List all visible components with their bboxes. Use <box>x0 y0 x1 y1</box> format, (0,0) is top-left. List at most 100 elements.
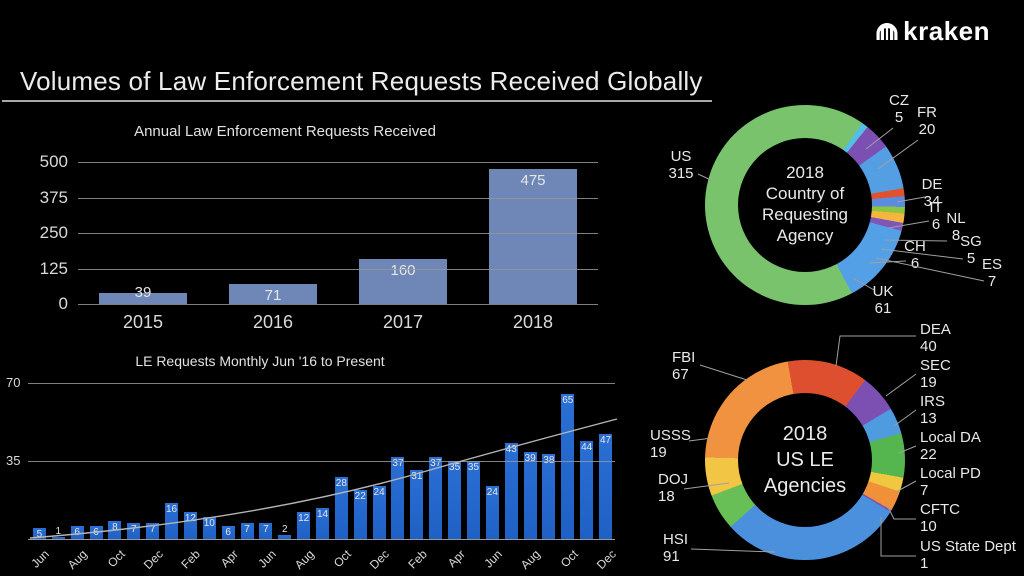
bar-value-label: 5 <box>36 528 43 540</box>
bar-value-label: 22 <box>354 490 366 502</box>
donut-label-usss: USSS 19 <box>650 427 691 461</box>
bar-value-label: 37 <box>430 457 442 469</box>
donut-label-cz: CZ 5 <box>889 92 909 126</box>
monthly-bar <box>70 525 84 539</box>
bar-value-label: 1 <box>55 525 62 537</box>
bar-value-label: 39 <box>134 283 152 301</box>
monthly-bar <box>32 527 46 539</box>
kraken-logo: kraken <box>875 16 990 47</box>
donut-label-it: IT 6 <box>929 199 943 233</box>
monthly-bar <box>561 394 575 539</box>
country-donut-center-label: 2018 Country of Requesting Agency <box>761 163 848 245</box>
bar-value-label: 7 <box>131 524 137 536</box>
bar-value-label: 37 <box>392 457 404 469</box>
donut-label-nl: NL 8 <box>946 210 966 244</box>
donut-label-doj: DOJ 18 <box>658 471 688 505</box>
y-axis-label: 70 <box>6 375 21 390</box>
bar-value-label: 65 <box>562 395 574 407</box>
bar-value-label: 24 <box>373 486 385 498</box>
monthly-bar <box>240 523 254 539</box>
bar-value-label: 10 <box>203 517 215 529</box>
monthly-chart-title: LE Requests Monthly Jun '16 to Present <box>135 353 385 369</box>
donut-label-uk: UK 61 <box>872 283 894 317</box>
bar-value-label: 12 <box>184 513 196 525</box>
donut-label-fbi: FBI 67 <box>672 349 696 383</box>
bar-value-label: 475 <box>520 172 546 190</box>
donut-label-local-da: Local DA 22 <box>920 429 981 463</box>
axis-baseline <box>28 539 615 540</box>
country-donut-hole <box>738 138 872 272</box>
annual-bar <box>489 169 577 304</box>
monthly-bar-chart: 5 1 6 6 8 7 7 16 12 10 6 7 7 2 12 14 28 22 24 37 31 37 35 35 24 4… <box>0 340 660 576</box>
y-axis-label: 35 <box>6 453 21 468</box>
x-axis-label: 2015 <box>122 312 164 332</box>
bar-value-label: 160 <box>390 261 416 279</box>
gridline <box>78 268 598 270</box>
bar-value-label: 14 <box>316 508 329 520</box>
monthly-bar <box>316 507 329 539</box>
bar-value-label: 71 <box>264 286 282 304</box>
donut-label-sec: SEC 19 <box>920 357 951 391</box>
donut-label-us-state-dept: US State Dept 1 <box>920 538 1016 572</box>
bar-value-label: 39 <box>524 453 536 465</box>
bar-value-label: 35 <box>449 462 461 473</box>
monthly-bar <box>410 469 424 539</box>
gridline <box>78 197 598 199</box>
gridline <box>78 162 598 163</box>
x-axis-label: 2018 <box>512 312 554 332</box>
monthly-bar <box>485 485 499 539</box>
donut-label-sg: SG 5 <box>960 233 982 267</box>
donut-label-ch: CH 6 <box>904 238 926 272</box>
donut-label-fr: FR 20 <box>917 104 937 138</box>
donut-label-cftc: CFTC 10 <box>920 501 960 535</box>
bar-value-label: 7 <box>244 524 250 536</box>
agencies-donut-chart <box>705 360 905 560</box>
bar-value-label: 12 <box>298 513 310 525</box>
donut-label-irs: IRS 13 <box>920 393 946 427</box>
bar-value-label: 35 <box>467 462 480 473</box>
monthly-bar <box>599 434 613 539</box>
monthly-bar <box>297 512 311 539</box>
bar-value-label: 28 <box>335 477 347 489</box>
annual-bar <box>99 292 187 304</box>
y-axis-label: 0 <box>58 294 68 313</box>
y-axis-label: 500 <box>39 152 68 171</box>
agencies-donut-center-label: 2018 US LE Agencies <box>763 423 847 497</box>
monthly-bar <box>580 440 594 539</box>
y-axis-label: 125 <box>39 258 68 278</box>
gridline <box>28 383 615 384</box>
monthly-bar <box>353 489 367 539</box>
annual-chart-title: Annual Law Enforcement Requests Received <box>134 123 436 140</box>
monthly-bar <box>391 456 405 539</box>
monthly-bar <box>523 452 537 539</box>
bar-value-label: 16 <box>165 504 178 516</box>
bar-value-label: 7 <box>149 524 156 536</box>
kraken-logo-icon <box>876 22 898 40</box>
bar-value-label: 6 <box>74 526 80 538</box>
bar-value-label: 31 <box>411 470 423 482</box>
monthly-bar <box>429 456 443 539</box>
monthly-bar <box>504 443 518 539</box>
monthly-bar <box>542 454 556 539</box>
monthly-bar <box>278 534 292 539</box>
monthly-bar <box>183 512 197 539</box>
bar-value-label: 43 <box>505 444 517 456</box>
monthly-bar <box>448 461 462 539</box>
monthly-bar <box>259 523 273 539</box>
bar-value-label: 2 <box>281 523 288 535</box>
x-axis-label: 2017 <box>382 312 424 332</box>
donut-label-hsi: HSI 91 <box>663 531 689 565</box>
monthly-bar <box>466 461 480 539</box>
gridline <box>78 233 598 234</box>
monthly-bar <box>146 523 160 539</box>
y-axis-label: 375 <box>39 187 68 207</box>
donut-label-es: ES 7 <box>981 256 1003 290</box>
page-title: Volumes of Law Enforcement Requests Rece… <box>20 66 703 96</box>
annual-bar-chart: 39 2015 71 2016 160 2017 475 2018 0 125 250 375 500 <box>0 0 660 350</box>
kraken-logo-text: kraken <box>903 16 990 46</box>
donut-label-dea: DEA 40 <box>920 321 951 355</box>
bar-value-label: 6 <box>225 526 231 538</box>
gridline <box>78 304 598 305</box>
bar-value-label: 47 <box>600 435 612 447</box>
